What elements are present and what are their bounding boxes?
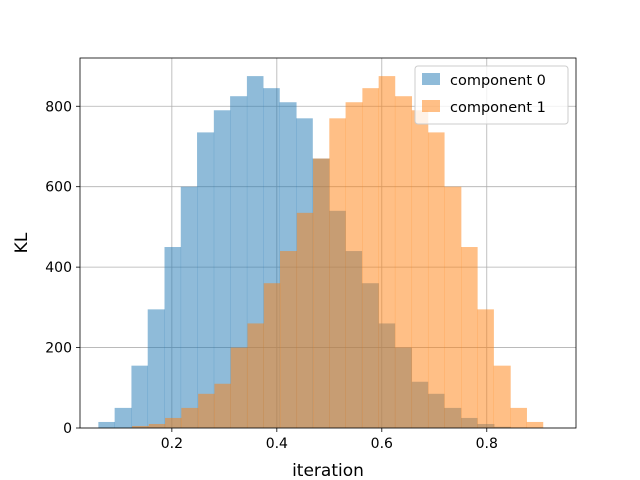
histogram-bar bbox=[296, 212, 314, 428]
histogram-bar bbox=[444, 186, 462, 428]
histogram-bar bbox=[165, 417, 182, 428]
histogram-bars bbox=[98, 76, 544, 429]
histogram-bar bbox=[214, 383, 231, 428]
histogram-bar bbox=[526, 421, 544, 428]
histogram-bar bbox=[427, 132, 445, 429]
histogram-bar bbox=[180, 186, 198, 428]
y-tick-label: 800 bbox=[45, 99, 72, 115]
histogram-bar bbox=[131, 425, 150, 428]
histogram-bar bbox=[147, 309, 165, 428]
y-tick-label: 200 bbox=[45, 341, 72, 357]
histogram-bar bbox=[181, 407, 199, 428]
histogram-bar bbox=[477, 309, 494, 428]
y-tick-label: 600 bbox=[45, 180, 72, 196]
histogram-bar bbox=[164, 247, 182, 428]
histogram-bar bbox=[362, 88, 379, 429]
legend-swatch-component-1 bbox=[422, 100, 440, 112]
histogram-bar bbox=[461, 247, 478, 428]
x-tick-label: 0.4 bbox=[266, 436, 288, 452]
histogram-bar bbox=[198, 393, 215, 428]
histogram-bar bbox=[493, 365, 511, 428]
histogram-bar bbox=[148, 423, 166, 428]
legend-swatch-component-0 bbox=[422, 73, 440, 85]
histogram-bar bbox=[230, 347, 248, 428]
x-tick-label: 0.6 bbox=[371, 436, 393, 452]
histogram-bar bbox=[131, 365, 149, 428]
y-tick-label: 400 bbox=[45, 260, 72, 276]
histogram-bar bbox=[510, 407, 527, 428]
histogram-bar bbox=[345, 102, 363, 428]
histogram-bar bbox=[263, 283, 281, 428]
histogram-bar bbox=[394, 96, 413, 429]
axis-ticks: 0.2 0.4 0.6 0.8 0 200 400 600 800 bbox=[45, 99, 498, 452]
x-tick-label: 0.2 bbox=[161, 436, 183, 452]
y-axis-label: KL bbox=[12, 232, 32, 253]
histogram-bar bbox=[230, 96, 248, 429]
y-tick-label: 0 bbox=[63, 421, 72, 437]
histogram-bar bbox=[247, 323, 265, 428]
legend-label-component-1: component 1 bbox=[450, 100, 546, 116]
histogram-bar bbox=[313, 158, 330, 429]
histogram-bar bbox=[279, 251, 298, 428]
legend-label-component-0: component 0 bbox=[450, 73, 546, 89]
plot-frame bbox=[79, 57, 577, 429]
histogram-bar bbox=[411, 110, 429, 429]
histogram-bar bbox=[378, 76, 396, 428]
legend: component 0 component 1 bbox=[414, 65, 569, 125]
x-axis-label: iteration bbox=[292, 461, 364, 480]
histogram-bar bbox=[114, 407, 132, 428]
legend-box bbox=[414, 65, 569, 125]
histogram-bar bbox=[98, 421, 115, 428]
histogram-bar bbox=[329, 118, 346, 429]
series-1-bars bbox=[131, 76, 544, 429]
x-tick-label: 0.8 bbox=[476, 436, 498, 452]
histogram-bar bbox=[197, 132, 215, 429]
histogram-bar bbox=[213, 110, 231, 429]
